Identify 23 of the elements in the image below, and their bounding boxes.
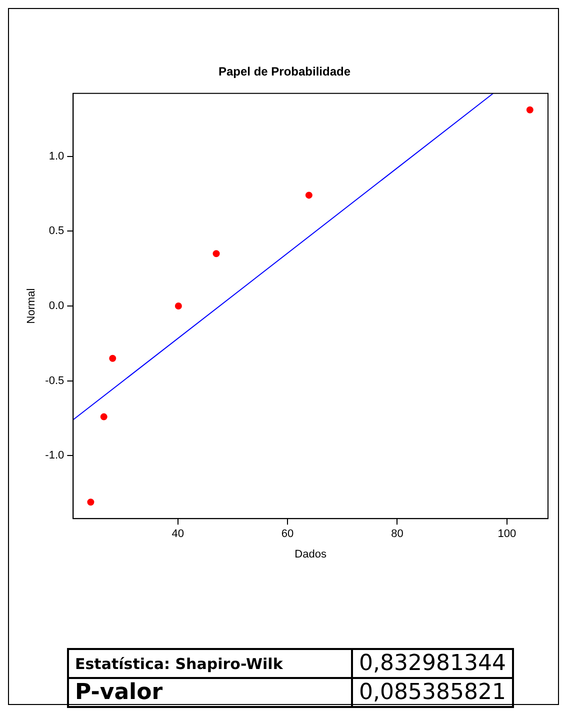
y-tick-label: 0.5 [48, 225, 64, 238]
x-tick-label: 60 [281, 528, 294, 540]
x-tick-label: 100 [498, 528, 516, 540]
y-tick-label: 1.0 [48, 150, 64, 162]
point [526, 106, 534, 114]
point [305, 192, 312, 199]
y-tick-label: 0.0 [48, 300, 64, 312]
point [174, 302, 182, 310]
y-tick-label: -1.0 [45, 450, 64, 462]
text: P-valor [68, 678, 352, 707]
text: 0,085385821 [352, 678, 513, 707]
y-axis-title: Normal [26, 288, 38, 324]
x-tick-label: 80 [391, 528, 404, 540]
x-tick-label: 40 [172, 528, 184, 540]
chart-title: Papel de Probabilidade [218, 64, 351, 79]
point [87, 498, 94, 506]
text: 0,832981344 [352, 649, 513, 678]
point [212, 250, 220, 258]
point [100, 413, 108, 420]
y-tick-label: -0.5 [45, 374, 64, 387]
point [109, 354, 116, 362]
text: Estatística: Shapiro-Wilk [68, 649, 352, 678]
x-axis-title: Dados [294, 548, 327, 560]
